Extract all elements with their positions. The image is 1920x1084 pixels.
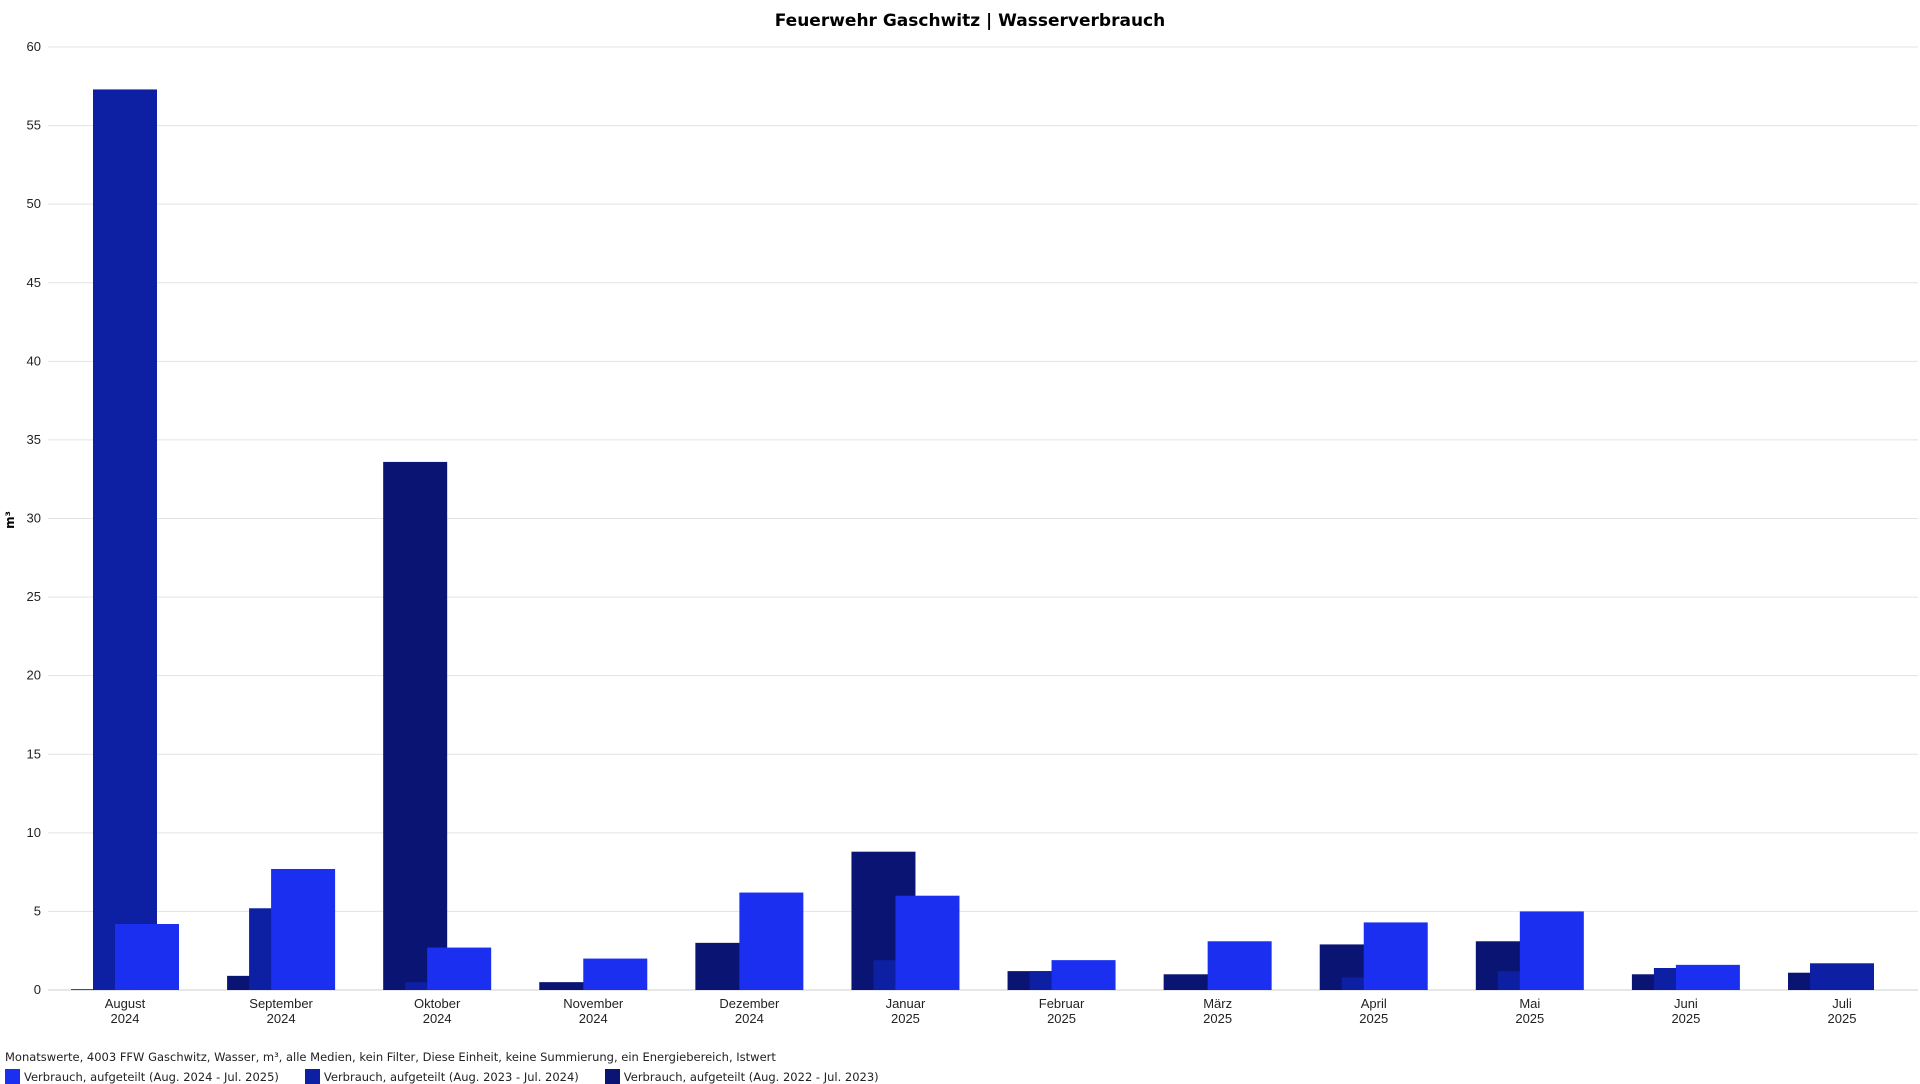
x-tick-label-year: 2025	[1047, 1011, 1076, 1026]
y-tick-label: 35	[27, 432, 41, 447]
y-tick-labels: 0 5 10 15 20 25 30 35 40 45 50 55 60	[27, 39, 41, 997]
y-tick-label: 5	[34, 903, 41, 918]
legend-swatch	[5, 1069, 20, 1084]
legend-item[interactable]: Verbrauch, aufgeteilt (Aug. 2023 - Jul. …	[304, 1069, 579, 1084]
bar-3-september[interactable]	[271, 868, 336, 990]
x-tick-label-year: 2025	[1359, 1011, 1388, 1026]
y-tick-label: 25	[27, 589, 41, 604]
bar-1-november[interactable]	[539, 982, 604, 990]
x-tick-label-year: 2025	[1828, 1011, 1857, 1026]
x-tick-label: Juni	[1674, 996, 1698, 1011]
bars	[71, 89, 1874, 991]
x-tick-label: Februar	[1039, 996, 1085, 1011]
x-tick-label: Januar	[886, 996, 926, 1011]
chart-title: Feuerwehr Gaschwitz | Wasserverbrauch	[775, 11, 1166, 31]
bar-3-november[interactable]	[583, 958, 648, 990]
bar-3-juni[interactable]	[1675, 964, 1740, 990]
x-tick-label: Mai	[1519, 996, 1540, 1011]
legend-swatch	[304, 1069, 320, 1084]
bar-3-april[interactable]	[1363, 922, 1428, 990]
x-tick-label-year: 2024	[111, 1011, 140, 1026]
grid-lines	[48, 46, 1918, 991]
legend-item[interactable]: Verbrauch, aufgeteilt (Aug. 2022 - Jul. …	[604, 1069, 879, 1084]
x-tick-label-year: 2025	[1203, 1011, 1232, 1026]
x-tick-label: August	[105, 996, 146, 1011]
y-tick-label: 60	[27, 39, 41, 54]
y-tick-label: 10	[27, 825, 41, 840]
footnote: Monatswerte, 4003 FFW Gaschwitz, Wasser,…	[5, 1050, 776, 1064]
x-tick-label: Juli	[1832, 996, 1852, 1011]
y-tick-label: 30	[27, 511, 41, 526]
y-tick-label: 20	[27, 668, 41, 683]
x-tick-label-year: 2025	[891, 1011, 920, 1026]
legend-label: Verbrauch, aufgeteilt (Aug. 2023 - Jul. …	[323, 1069, 579, 1084]
legend[interactable]: Verbrauch, aufgeteilt (Aug. 2024 - Jul. …	[5, 1069, 879, 1084]
x-tick-label: März	[1203, 996, 1232, 1011]
x-tick-label-year: 2024	[579, 1011, 608, 1026]
bar-3-dezember[interactable]	[739, 892, 804, 990]
legend-label: Verbrauch, aufgeteilt (Aug. 2024 - Jul. …	[24, 1069, 279, 1084]
x-tick-label-year: 2024	[423, 1011, 452, 1026]
bar-3-februar[interactable]	[1051, 960, 1116, 990]
x-tick-label: Oktober	[414, 996, 461, 1011]
bar-2-juli[interactable]	[1810, 963, 1874, 990]
y-tick-label: 40	[27, 353, 41, 368]
x-tick-label: Dezember	[719, 996, 780, 1011]
x-tick-label: April	[1361, 996, 1387, 1011]
bar-3-märz[interactable]	[1207, 941, 1272, 990]
x-tick-label-year: 2024	[267, 1011, 296, 1026]
y-tick-label: 15	[27, 746, 41, 761]
bar-3-oktober[interactable]	[427, 947, 492, 990]
y-tick-label: 50	[27, 196, 41, 211]
bar-1-oktober[interactable]	[383, 461, 448, 990]
y-tick-label: 0	[34, 982, 41, 997]
bar-3-mai[interactable]	[1519, 911, 1584, 990]
y-tick-label: 45	[27, 275, 41, 290]
x-tick-label: September	[249, 996, 313, 1011]
bar-3-januar[interactable]	[895, 895, 960, 990]
bar-2-august[interactable]	[93, 89, 157, 990]
x-tick-label-year: 2024	[735, 1011, 764, 1026]
legend-label: Verbrauch, aufgeteilt (Aug. 2022 - Jul. …	[623, 1069, 879, 1084]
legend-swatch	[604, 1069, 620, 1084]
x-tick-labels: August2024September2024Oktober2024Novemb…	[105, 996, 1857, 1026]
x-tick-label: November	[563, 996, 624, 1011]
x-tick-label-year: 2025	[1515, 1011, 1544, 1026]
y-axis-label: m³	[3, 511, 17, 529]
y-tick-label: 55	[27, 118, 41, 133]
legend-item[interactable]: Verbrauch, aufgeteilt (Aug. 2024 - Jul. …	[5, 1069, 279, 1084]
x-tick-label-year: 2025	[1671, 1011, 1700, 1026]
bar-3-august[interactable]	[115, 923, 179, 990]
